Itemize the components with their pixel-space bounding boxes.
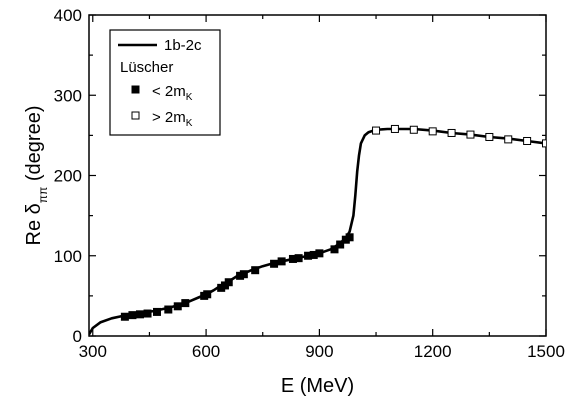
data-point-open [466,130,475,139]
data-point-open [542,139,546,148]
legend-open-square-marker [131,111,140,120]
y-tick-label: 300 [54,86,82,105]
data-point-open [504,135,513,144]
data-point-open [447,128,456,137]
series-layer [89,124,546,336]
legend-label-below-2mk: < 2mK [152,83,193,103]
x-tick-label: 600 [192,342,220,361]
legend-heading: Lüscher [120,59,173,76]
data-point-filled [224,278,233,287]
x-tick-label: 1500 [527,342,565,361]
data-point-filled [181,299,190,308]
data-point-filled [315,249,324,258]
data-point-open [485,132,494,141]
legend-label-above-2mk: > 2mK [152,109,193,129]
legend-filled-square-marker [131,85,140,94]
data-point-filled [239,270,248,279]
legend: 1b-2c Lüscher < 2mK > 2mK [109,29,221,136]
data-point-open [372,126,381,135]
data-point-filled [143,309,152,318]
y-tick-label: 200 [54,167,82,186]
data-point-filled [164,305,173,314]
y-axis-title: Re δππ (degree) [23,106,50,246]
y-tick-label: 100 [54,247,82,266]
data-point-filled [173,302,182,311]
y-tick-label: 0 [73,327,82,346]
axes: 300 600 900 1200 1500 0 100 200 300 400 E (MeV) Re … [23,6,565,397]
data-point-open [409,125,418,134]
data-point-filled [345,233,354,242]
data-point-filled [128,311,137,320]
y-tick-label: 400 [54,6,82,25]
data-point-filled [330,245,339,254]
x-tick-label: 900 [305,342,333,361]
data-point-filled [135,310,144,319]
data-point-open [428,127,437,136]
data-point-filled [277,257,286,266]
data-point-open [523,136,532,145]
data-point-filled [203,290,212,299]
data-point-filled [120,312,129,321]
data-point-filled [294,254,303,263]
x-tick-label: 1200 [414,342,452,361]
series-line-1 [89,127,546,336]
data-point-filled [336,240,345,249]
data-point-filled [270,259,279,268]
data-point-filled [251,266,260,275]
data-point-open [390,124,399,133]
legend-label-1b-2c: 1b-2c [164,37,202,54]
x-axis-title: E (MeV) [281,375,354,397]
x-tick-label: 300 [79,342,107,361]
data-point-filled [152,307,161,316]
legend-box [109,29,221,136]
